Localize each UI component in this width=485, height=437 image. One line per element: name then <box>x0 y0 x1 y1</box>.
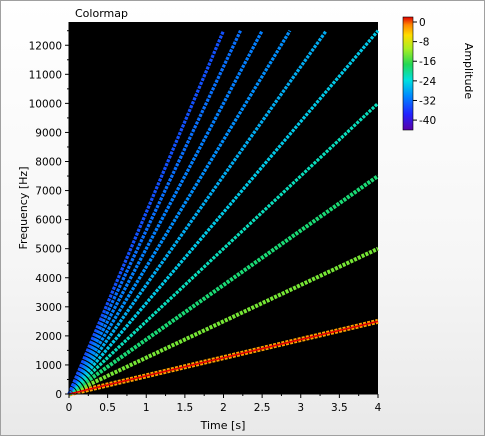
harmonic-trace-5 <box>67 29 380 396</box>
y-tick-label: 0 <box>55 389 62 401</box>
y-tick-label: 10000 <box>29 98 62 110</box>
colorbar <box>402 16 414 131</box>
chart-title: Colormap <box>75 7 128 20</box>
y-tick-label: 3000 <box>35 302 62 314</box>
harmonic-traces <box>67 29 380 397</box>
y-tick-label: 6000 <box>35 215 62 227</box>
colorbar-tick-label: -32 <box>419 95 436 107</box>
x-tick-label: 0 <box>66 402 73 414</box>
x-tick-label: 2.5 <box>254 402 271 414</box>
colorbar-tick-label: -16 <box>419 56 436 68</box>
y-tick-label: 1000 <box>35 360 62 372</box>
colorbar-tick-label: -24 <box>419 76 436 88</box>
colorbar-ticks: 0 -8 -16 -24 -32 -40 <box>413 17 436 127</box>
colorbar-tick-label: -8 <box>419 37 429 49</box>
y-tick-label: 7000 <box>35 186 62 198</box>
harmonic-trace-1-core <box>68 320 379 395</box>
y-axis-ticks: 0 1000 2000 3000 4000 5000 6000 7000 8000 9000 100… <box>29 30 69 401</box>
x-tick-label: 3 <box>297 402 304 414</box>
x-axis-ticks: 0 0.5 1 1.5 2 2.5 3 3.5 4 <box>66 394 382 414</box>
y-tick-label: 8000 <box>35 157 62 169</box>
y-tick-label: 5000 <box>35 244 62 256</box>
y-tick-label: 12000 <box>29 40 62 52</box>
x-tick-label: 0.5 <box>99 402 116 414</box>
x-axis-label: Time [s] <box>200 419 246 432</box>
y-tick-label: 4000 <box>35 273 62 285</box>
y-tick-label: 11000 <box>29 69 62 81</box>
harmonic-trace-3 <box>67 174 380 396</box>
harmonic-trace-8 <box>67 29 264 395</box>
colorbar-tick-label: -40 <box>419 115 436 127</box>
y-axis-label: Frequency [Hz] <box>17 167 30 250</box>
x-tick-label: 2 <box>220 402 227 414</box>
harmonic-trace-2 <box>68 246 379 396</box>
harmonic-trace-10 <box>67 30 225 395</box>
harmonic-trace-4 <box>67 102 380 396</box>
y-tick-label: 2000 <box>35 331 62 343</box>
harmonic-trace-6 <box>67 29 328 395</box>
colorbar-label: Amplitude <box>462 43 475 100</box>
x-tick-label: 1 <box>143 402 150 414</box>
y-tick-label: 9000 <box>35 127 62 139</box>
harmonic-trace-7 <box>67 29 292 395</box>
colorbar-tick-label: 0 <box>419 17 426 29</box>
x-tick-label: 1.5 <box>177 402 194 414</box>
harmonic-trace-9 <box>67 30 242 395</box>
x-tick-label: 3.5 <box>331 402 348 414</box>
x-tick-label: 4 <box>375 402 382 414</box>
